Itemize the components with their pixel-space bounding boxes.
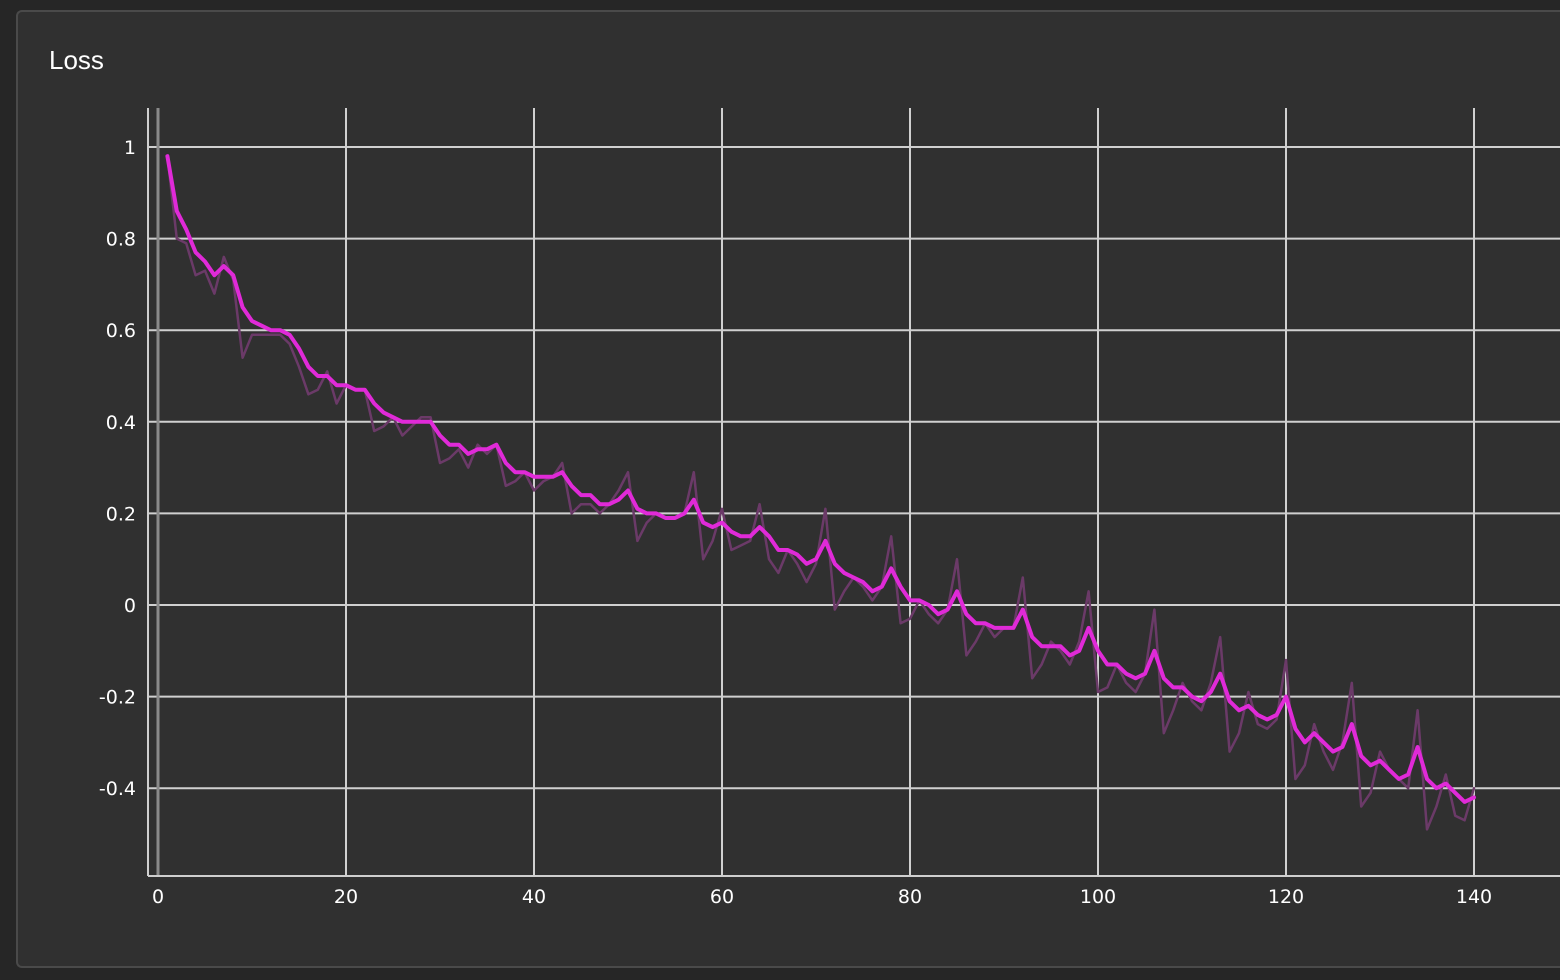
x-tick-labels: 0 20 40 60 80 100 120 140 — [152, 886, 1492, 908]
x-tick-label: 140 — [1456, 886, 1492, 908]
smoothed-loss-line — [165, 154, 1476, 804]
x-tick-label: 120 — [1268, 886, 1304, 908]
x-tick-label: 80 — [898, 886, 922, 908]
y-tick-label: 0 — [124, 595, 136, 617]
x-tick-label: 20 — [334, 886, 358, 908]
series — [165, 154, 1476, 831]
x-tick-label: 40 — [522, 886, 546, 908]
x-tick-label: 60 — [710, 886, 734, 908]
y-tick-label: 0.4 — [106, 412, 136, 434]
x-tick-label: 0 — [152, 886, 164, 908]
grid — [148, 108, 1560, 876]
x-tick-label: 100 — [1080, 886, 1116, 908]
chart-title: Loss — [49, 45, 104, 75]
y-tick-labels: 1 0.8 0.6 0.4 0.2 0 -0.2 -0.4 — [99, 137, 136, 800]
y-tick-label: -0.2 — [99, 687, 136, 709]
y-tick-label: -0.4 — [99, 778, 136, 800]
raw-loss-line — [166, 154, 1476, 831]
y-tick-label: 0.8 — [106, 229, 136, 251]
y-tick-label: 0.6 — [106, 320, 136, 342]
y-tick-label: 0.2 — [106, 503, 136, 525]
chart-panel — [16, 10, 1560, 968]
axes — [147, 108, 1560, 877]
y-tick-label: 1 — [124, 137, 136, 159]
